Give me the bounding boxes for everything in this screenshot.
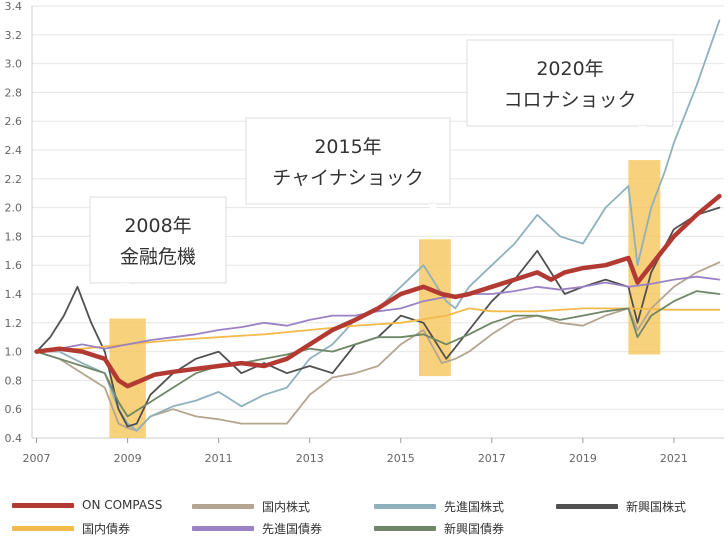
callout-pointer — [637, 126, 647, 136]
x-tick-label: 2011 — [205, 452, 233, 465]
y-tick-label: 1.4 — [5, 288, 23, 301]
series-line — [35, 261, 721, 432]
y-tick-label: 1.0 — [5, 346, 23, 359]
x-tick-label: 2009 — [114, 452, 142, 465]
y-tick-label: 3.2 — [5, 29, 23, 42]
callout-box — [466, 39, 674, 127]
callout-box — [245, 117, 451, 205]
y-tick-label: 2.2 — [5, 173, 23, 186]
y-tick-label: 3.0 — [5, 58, 23, 71]
y-tick-label: 2.8 — [5, 86, 23, 99]
legend-label: 新興国債券 — [444, 522, 505, 536]
callout-event: 金融危機 — [120, 246, 196, 268]
legend-swatch — [12, 502, 74, 508]
legend-label: ON COMPASS — [82, 498, 163, 512]
legend-swatch — [12, 526, 74, 531]
y-tick-label: 2.0 — [5, 202, 23, 215]
legend-label: 国内株式 — [262, 500, 311, 514]
callout-pointer — [120, 283, 130, 293]
callout-pointer — [427, 204, 437, 214]
legend-item: 先進国株式 — [374, 498, 504, 515]
y-tick-label: 2.6 — [5, 115, 23, 128]
highlight-band — [418, 239, 451, 377]
y-tick-label: 0.8 — [5, 374, 23, 387]
x-tick-label: 2021 — [660, 452, 688, 465]
legend-swatch — [374, 526, 436, 531]
legend-label: 国内債券 — [82, 522, 131, 536]
legend-swatch — [556, 504, 618, 509]
callout-event: コロナショック — [503, 89, 636, 111]
x-tick-label: 2013 — [296, 452, 324, 465]
x-axis: 2007 2009 2011 2013 2015 2017 2019 2021 — [23, 437, 724, 465]
x-tick-label: 2007 — [23, 452, 51, 465]
y-tick-label: 2.4 — [5, 144, 23, 157]
series-line — [34, 193, 722, 389]
legend-item: 国内株式 — [192, 498, 310, 515]
legend: ON COMPASS 国内株式 先進国株式 新興国株式国内債券 先進国債券 新興国債券 — [0, 494, 728, 538]
y-tick-label: 1.8 — [5, 230, 23, 243]
x-tick-label: 2019 — [569, 452, 597, 465]
legend-item: 新興国株式 — [556, 498, 686, 515]
series-line — [35, 307, 721, 353]
series-line — [35, 19, 721, 432]
legend-item: ON COMPASS — [12, 498, 162, 512]
legend-swatch — [192, 526, 254, 531]
series-line — [35, 290, 721, 418]
x-tick-label: 2015 — [387, 452, 415, 465]
y-tick-label: 0.4 — [5, 432, 23, 445]
legend-label: 先進国株式 — [444, 500, 505, 514]
y-tick-label: 1.6 — [5, 259, 23, 272]
callout-event: チャイナショック — [272, 167, 423, 189]
legend-label: 新興国株式 — [626, 500, 687, 514]
series-line — [35, 275, 721, 353]
x-tick-label: 2017 — [478, 452, 506, 465]
y-tick-label: 0.6 — [5, 403, 23, 416]
legend-item: 新興国債券 — [374, 520, 504, 537]
legend-item: 国内債券 — [12, 520, 130, 537]
y-tick-label: 3.4 — [5, 0, 23, 13]
callout-year: 2015年 — [314, 136, 381, 158]
callout-year: 2020年 — [536, 58, 603, 80]
legend-item: 先進国債券 — [192, 520, 322, 537]
callout-box — [89, 196, 227, 284]
y-axis: 0.4 0.6 0.8 1.0 1.2 1.4 1.6 1.8 2.0 2.2 2.4 2.6 2.8 3… — [5, 0, 33, 445]
legend-swatch — [374, 504, 436, 509]
line-chart: 0.4 0.6 0.8 1.0 1.2 1.4 1.6 1.8 2.0 2.2 2.4 2.6 2.8 3… — [5, 0, 724, 465]
legend-label: 先進国債券 — [262, 522, 323, 536]
series-lines — [34, 19, 722, 432]
legend-swatch — [192, 504, 254, 509]
callout-year: 2008年 — [124, 215, 191, 237]
y-tick-label: 1.2 — [5, 317, 23, 330]
